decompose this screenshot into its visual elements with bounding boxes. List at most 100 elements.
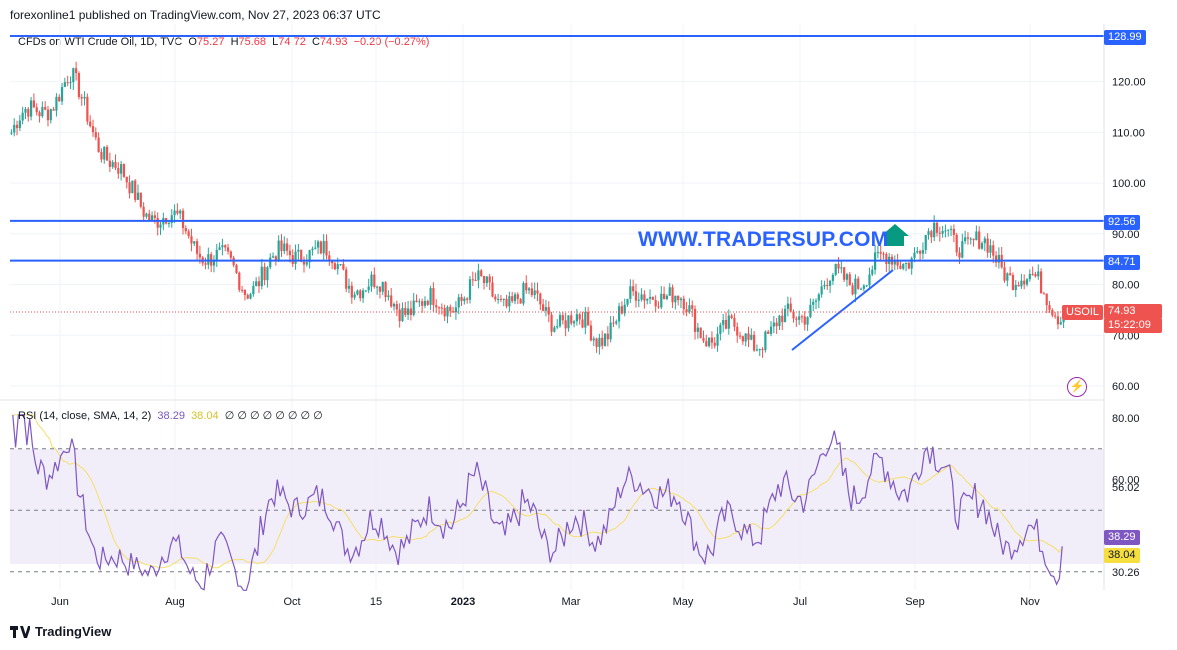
candle-body [730, 315, 733, 318]
candle-body [896, 259, 899, 266]
time-tick: 2023 [451, 596, 475, 608]
candle-body [240, 289, 244, 291]
candle-body [474, 280, 477, 282]
candle-body [570, 315, 573, 324]
candle-body [899, 265, 902, 269]
candle-body [176, 210, 179, 214]
candle-body [283, 243, 286, 252]
candle-body [955, 234, 958, 253]
price-tick: 60.00 [1112, 381, 1140, 393]
candle-body [961, 241, 964, 258]
candle-body [345, 269, 348, 289]
candle-body [854, 278, 857, 295]
candle-body [789, 303, 792, 312]
candle-body [297, 249, 300, 252]
candle-body [260, 266, 263, 287]
candle-body [539, 293, 542, 305]
candle-body [125, 176, 128, 183]
candle-body [311, 248, 314, 251]
candle-body [581, 319, 584, 328]
candle-body [131, 180, 134, 194]
rsi-band [10, 449, 1104, 564]
candle-body [750, 334, 753, 340]
candle-body [291, 255, 294, 264]
candle-body [423, 300, 427, 306]
candle-body [294, 251, 297, 264]
candle-body [58, 96, 61, 102]
time-tick: May [673, 596, 694, 608]
candle-body [677, 295, 680, 301]
candle-body [792, 311, 795, 319]
candle-body [263, 266, 266, 281]
candle-body [336, 264, 339, 270]
candle-body [229, 251, 232, 258]
candle-body [519, 299, 522, 304]
candle-body [395, 303, 398, 310]
candle-body [1009, 273, 1012, 275]
candle-body [412, 300, 415, 315]
candle-body [80, 97, 83, 99]
candle-body [617, 306, 621, 322]
candle-body [716, 333, 719, 346]
candle-body [592, 338, 595, 341]
candle-body [536, 290, 539, 294]
candle-body [485, 276, 488, 284]
rsi-title[interactable]: RSI (14, close, SMA, 14, 2) [18, 410, 152, 422]
candle-body [620, 306, 624, 314]
candle-body [401, 307, 404, 322]
candle-body [834, 263, 837, 275]
candle-body [769, 326, 773, 334]
candle-body [404, 307, 407, 315]
candle-body [308, 250, 311, 263]
candle-body [907, 262, 910, 269]
candle-body [437, 307, 441, 309]
candle-body [44, 107, 47, 110]
candle-body [722, 320, 725, 325]
level-tag-84: 84.71 [1104, 255, 1140, 270]
candle-body [243, 290, 247, 295]
candle-body [938, 232, 941, 234]
candle-body [173, 210, 176, 216]
candle-body [806, 317, 809, 325]
tradingview-logo-icon [10, 625, 30, 638]
candle-body [826, 285, 829, 287]
candle-body [432, 288, 435, 306]
candle-body [238, 272, 241, 290]
candle-body [502, 298, 505, 300]
candle-body [558, 315, 562, 327]
candle-body [983, 238, 986, 244]
candle-body [333, 263, 337, 270]
price-tick: 120.00 [1112, 77, 1146, 89]
flash-icon[interactable]: ⚡ [1067, 377, 1087, 397]
candle-body [553, 327, 556, 332]
candle-body [859, 288, 863, 290]
candle-body [350, 285, 353, 298]
candle-body [868, 274, 871, 286]
time-tick: 15 [370, 596, 382, 608]
candle-body [848, 274, 851, 286]
candle-body [120, 164, 123, 174]
candles [10, 61, 1065, 358]
candle-body [668, 287, 671, 296]
candle-body [167, 223, 171, 225]
symbol-name[interactable]: CFDs on WTI Crude Oil, 1D, TVC [18, 36, 183, 48]
candle-body [72, 68, 75, 83]
price-tick: 80.00 [1112, 280, 1140, 292]
close-label: C [311, 36, 320, 48]
candle-body [997, 254, 1000, 263]
time-tick: Nov [1020, 596, 1040, 608]
candle-body [803, 316, 806, 325]
candle-body [671, 287, 674, 303]
candle-body [710, 337, 714, 343]
candle-body [429, 288, 432, 305]
candle-body [924, 234, 927, 250]
candle-body [153, 215, 156, 218]
candle-body [314, 247, 317, 249]
candle-body [77, 73, 81, 98]
tradingview-footer[interactable]: TradingView [10, 624, 111, 639]
candle-body [516, 294, 519, 300]
candle-body [100, 152, 103, 160]
candle-body [381, 282, 384, 292]
candle-body [24, 109, 27, 113]
